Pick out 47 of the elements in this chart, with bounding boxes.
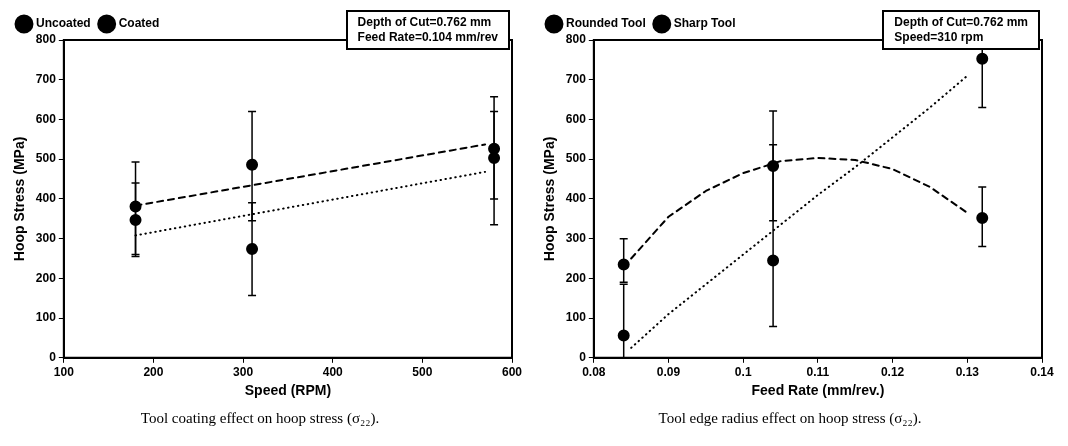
y-tick-label: 800 <box>35 32 57 47</box>
y-tick-label: 700 <box>35 72 57 87</box>
y-tick-label: 0 <box>49 350 57 365</box>
legend-label: Coated <box>118 16 160 31</box>
text: Tool coating effect on hoop stress (σ₂₂). <box>140 409 380 427</box>
x-tick-label: 400 <box>322 365 344 380</box>
x-axis-title: Speed (RPM) <box>244 382 332 399</box>
y-tick-label: 700 <box>565 72 587 87</box>
point <box>129 200 142 213</box>
y-tick-label: 200 <box>35 270 57 285</box>
y-tick-label: 300 <box>565 230 587 245</box>
legend-label: Uncoated <box>36 16 91 31</box>
x-tick-label: 100 <box>53 365 75 380</box>
y-tick-label: 800 <box>565 32 587 47</box>
annotation: Feed Rate=0.104 mm/rev <box>357 30 498 45</box>
y-tick-label: 100 <box>35 310 57 325</box>
x-tick-label: 300 <box>233 365 254 380</box>
y-tick-label: 400 <box>35 191 57 206</box>
x-tick-label: 200 <box>143 365 164 380</box>
x-tick-label: 0.09 <box>656 365 681 380</box>
x-tick-label: 0.14 <box>1030 365 1054 380</box>
y-tick-label: 300 <box>35 230 57 245</box>
x-tick-label: 0.08 <box>582 365 606 380</box>
legend-label: Rounded Tool <box>566 16 646 31</box>
x-tick-label: 0.1 <box>734 365 752 380</box>
x-axis-title: Feed Rate (mm/rev.) <box>751 382 885 399</box>
y-tick-label: 100 <box>565 310 587 325</box>
legend-label: Sharp Tool <box>673 16 736 31</box>
text: Depth of Cut=0.762 mm <box>894 15 1028 30</box>
y-tick-label: 400 <box>565 191 587 206</box>
x-tick-label: 0.13 <box>955 365 980 380</box>
y-tick-label: 600 <box>565 111 587 126</box>
y-tick-label: 600 <box>35 111 57 126</box>
annotation: Speed=310 rpm <box>894 30 985 45</box>
y-tick-label: 500 <box>35 151 57 166</box>
y-tick-label: 0 <box>579 350 587 365</box>
x-tick-label: 600 <box>501 365 523 380</box>
line-series <box>630 74 969 349</box>
text: Tool edge radius effect on hoop stress (σ₂₂). <box>658 409 922 427</box>
y-tick-label: 500 <box>565 151 587 166</box>
x-tick-label: 0.11 <box>806 365 830 380</box>
x-tick-label: 500 <box>412 365 433 380</box>
text: Depth of Cut=0.762 mm <box>357 15 493 30</box>
y-axis-title: Hoop Stress (MPa) <box>541 136 558 262</box>
x-tick-label: 0.12 <box>880 365 905 380</box>
y-axis-title: Hoop Stress (MPa) <box>11 136 28 262</box>
y-tick-label: 200 <box>565 270 587 285</box>
